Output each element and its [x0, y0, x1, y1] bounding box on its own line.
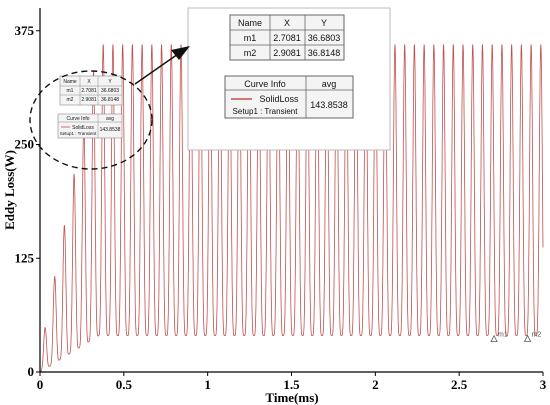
marker-m1	[490, 334, 498, 343]
x-tick-label: 3	[540, 377, 547, 392]
small-m2-x: 2.9081	[81, 97, 97, 103]
marker-header-name: Name	[238, 18, 262, 28]
x-tick-label: 0.5	[116, 377, 133, 392]
y-tick-label: 125	[15, 250, 35, 265]
small-m2-y: 36.8148	[101, 97, 119, 103]
marker-label-m2: m2	[532, 331, 542, 338]
curve-info-header: Curve Info	[244, 79, 286, 89]
zoomed-info-panel: Name X Y m1 2.7081 36.6803 m2 2.9081 36.…	[187, 7, 391, 151]
marker-header-y: Y	[321, 18, 327, 28]
x-tick-label: 1.5	[283, 377, 300, 392]
y-axis-label: Eddy Loss(W)	[2, 150, 17, 230]
curve-info-frame	[224, 75, 354, 119]
x-tick-label: 0	[37, 377, 44, 392]
y-tick-label: 250	[15, 137, 35, 152]
x-axis-label: Time(ms)	[265, 390, 318, 405]
small-series-name: SolidLoss	[72, 125, 94, 131]
magnifier-circle	[29, 70, 153, 170]
x-tick-label: 2	[372, 377, 379, 392]
small-m2-name: m2	[67, 97, 74, 103]
x-tick-label: 1	[204, 377, 211, 392]
small-m1-y: 36.6803	[101, 88, 119, 94]
marker-row-m1-y: 36.6803	[308, 33, 341, 43]
curve-avg-value: 143.8538	[310, 100, 348, 110]
zoom-arrow-head	[171, 46, 190, 60]
small-info-panel: Name X Y m1 2.7081 36.6803 m2 2.9081 36.…	[57, 75, 123, 139]
y-tick-label: 0	[28, 364, 35, 379]
legend-setup-name: Setup1 : Transient	[233, 107, 299, 116]
small-header-name: Name	[63, 79, 77, 85]
small-curve-info	[57, 113, 123, 139]
x-tick-label: 2.5	[451, 377, 468, 392]
zoom-arrow	[134, 53, 179, 85]
curve-info-table: Curve Info avg SolidLoss Setup1 : Transi…	[224, 75, 354, 119]
curve-avg-header: avg	[322, 79, 337, 89]
solidloss-line	[39, 44, 544, 373]
small-curve-info-header: Curve Info	[66, 116, 89, 122]
marker-header-x: X	[284, 18, 290, 28]
marker-layer: m1 m2	[490, 331, 542, 343]
small-setup-name: Setup1 : Transient	[60, 131, 97, 136]
marker-label-m1: m1	[498, 332, 508, 339]
marker-row-m2-x: 2.9081	[273, 48, 301, 58]
y-tick-label: 375	[15, 23, 35, 38]
small-avg-value: 143.8538	[100, 127, 121, 133]
small-m1-name: m1	[67, 88, 74, 94]
small-avg-header: avg	[106, 116, 114, 122]
marker-row-m1-x: 2.7081	[273, 33, 301, 43]
marker-row-m2-y: 36.8148	[308, 48, 341, 58]
axis-ticks: 0 125 250 375 0 0.5 1 1.5 2 2.5 3	[15, 23, 547, 392]
small-header-y: Y	[108, 79, 112, 85]
small-m1-x: 2.7081	[81, 88, 97, 94]
small-marker-table	[59, 75, 123, 106]
marker-table: Name X Y m1 2.7081 36.6803 m2 2.9081 36.…	[229, 14, 345, 61]
small-header-x: X	[87, 79, 91, 85]
marker-row-m1-name: m1	[244, 33, 257, 43]
legend-series-name: SolidLoss	[259, 94, 299, 104]
marker-row-m2-name: m2	[244, 48, 257, 58]
marker-m2	[523, 334, 532, 342]
solidloss-series	[39, 44, 544, 373]
marker-table-frame	[229, 14, 345, 61]
